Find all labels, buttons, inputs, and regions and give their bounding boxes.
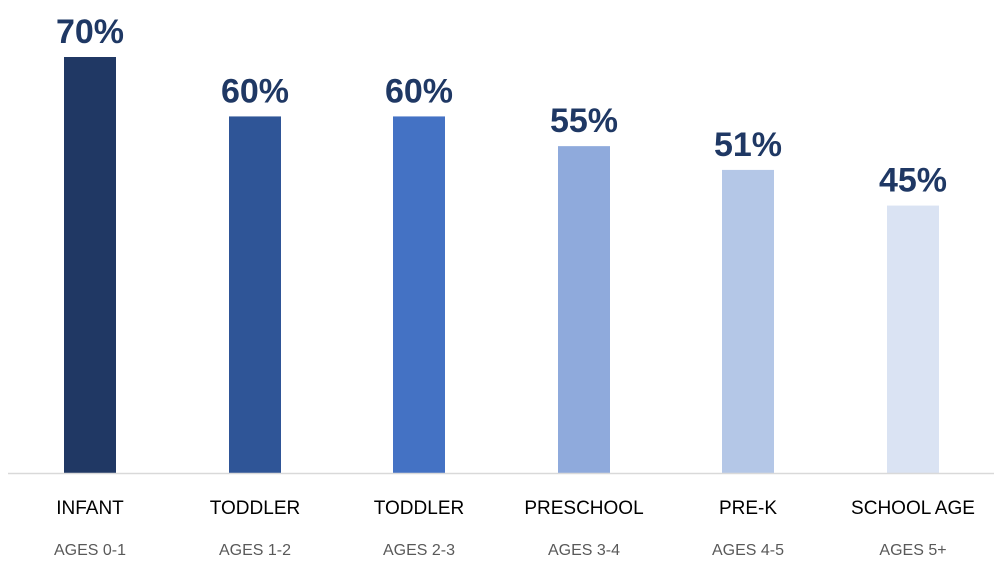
bar-4 xyxy=(722,169,774,473)
category-label-0: INFANT xyxy=(56,498,124,519)
value-label-2: 60% xyxy=(385,72,453,110)
value-labels-group: 70% 60% 60% 55% 51% 45% xyxy=(56,13,947,200)
age-label-5: AGES 5+ xyxy=(879,542,946,559)
age-label-3: AGES 3-4 xyxy=(548,542,620,559)
bar-5 xyxy=(887,205,939,474)
value-label-1: 60% xyxy=(221,72,289,110)
bar-2 xyxy=(393,116,445,473)
category-label-5: SCHOOL AGE xyxy=(851,498,975,519)
category-label-1: TODDLER xyxy=(210,498,300,519)
value-label-5: 45% xyxy=(879,162,947,200)
bars-group xyxy=(64,57,939,474)
age-labels-group: AGES 0-1 AGES 1-2 AGES 2-3 AGES 3-4 AGES 4-5… xyxy=(54,542,947,559)
category-label-3: PRESCHOOL xyxy=(524,498,643,519)
category-label-4: PRE-K xyxy=(719,498,777,519)
value-label-3: 55% xyxy=(550,102,618,140)
value-label-4: 51% xyxy=(714,126,782,164)
category-labels-group: INFANT TODDLER TODDLER PRESCHOOL PRE-K SCHOOL… xyxy=(56,498,975,519)
age-label-0: AGES 0-1 xyxy=(54,542,126,559)
age-label-2: AGES 2-3 xyxy=(383,542,455,559)
age-label-1: AGES 1-2 xyxy=(219,542,291,559)
bar-3 xyxy=(558,146,610,473)
category-label-2: TODDLER xyxy=(374,498,464,519)
value-label-0: 70% xyxy=(56,13,124,51)
bar-0 xyxy=(64,57,116,473)
bar-1 xyxy=(229,116,281,473)
age-label-4: AGES 4-5 xyxy=(712,542,784,559)
